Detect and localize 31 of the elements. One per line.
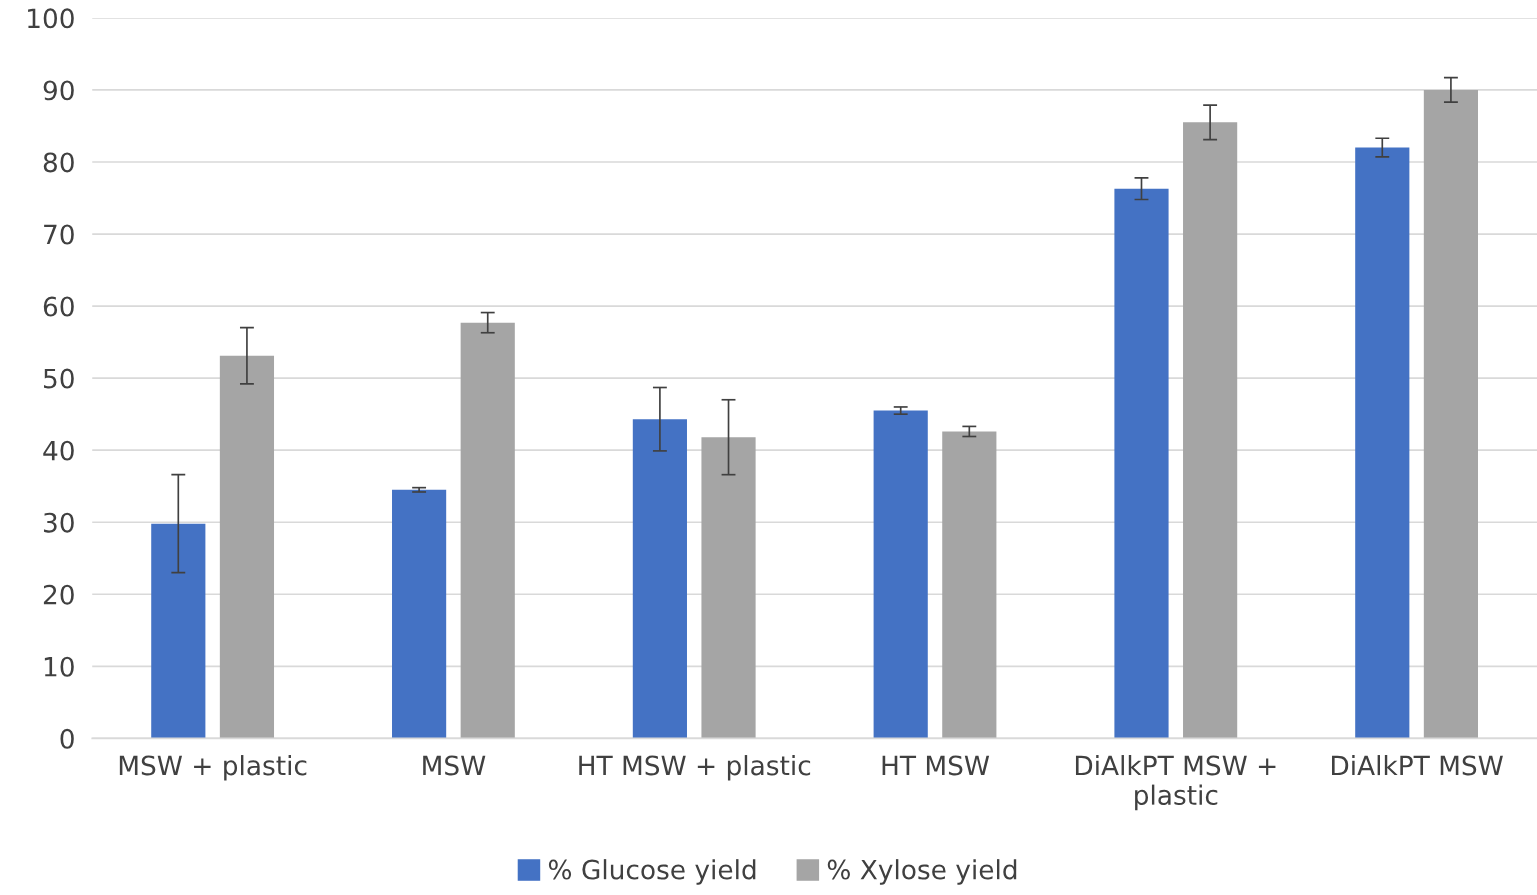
y-tick-label: 60 — [43, 296, 74, 317]
y-tick-label: 30 — [43, 512, 74, 533]
bar — [873, 410, 928, 739]
x-tick-label: HT MSW + plastic — [579, 755, 811, 781]
y-tick-label: 50 — [44, 368, 74, 389]
x-tick-label: DiAlkPT MSW + plastic — [1075, 755, 1276, 811]
bar — [701, 437, 756, 739]
y-tick-label: 20 — [43, 584, 74, 605]
bar — [460, 322, 515, 739]
x-tick-label: DiAlkPT MSW — [1332, 755, 1503, 776]
y-tick-label: 100 — [28, 8, 74, 29]
bar — [1114, 188, 1169, 739]
legend-label: % Xylose yield — [827, 859, 1017, 885]
bar — [632, 419, 687, 739]
y-tick-label: 0 — [60, 728, 74, 749]
y-tick-label: 40 — [43, 440, 74, 461]
bar — [1423, 89, 1478, 739]
x-tick-label: MSW + plastic — [119, 755, 307, 781]
bar — [151, 523, 206, 739]
bar — [219, 355, 275, 739]
y-tick-label: 10 — [44, 656, 74, 677]
y-tick-label: 90 — [43, 80, 74, 101]
y-tick-label: 80 — [43, 152, 74, 173]
x-tick-label: MSW — [423, 755, 486, 776]
bar — [942, 431, 997, 739]
bar — [1183, 122, 1238, 739]
legend-label: % Glucose yield — [548, 859, 756, 885]
bar — [1355, 147, 1410, 739]
bar — [392, 489, 447, 739]
x-tick-label: HT MSW — [882, 755, 990, 776]
y-tick-label: 70 — [44, 224, 74, 245]
